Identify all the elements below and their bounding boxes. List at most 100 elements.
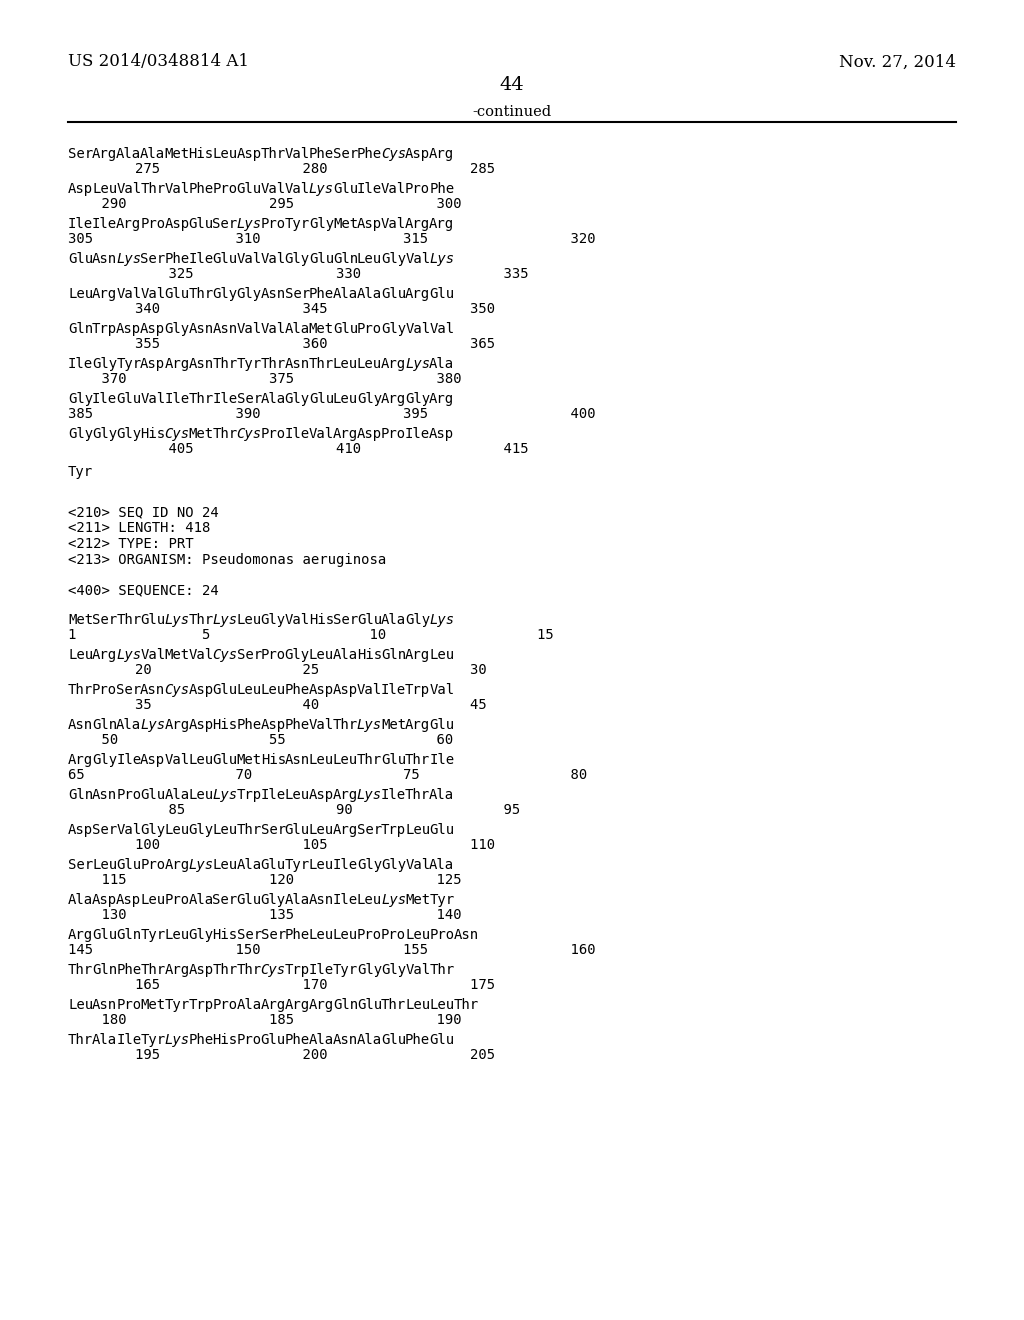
- Text: Ile: Ile: [381, 682, 407, 697]
- Text: Glu: Glu: [92, 928, 117, 942]
- Text: Leu: Leu: [333, 356, 358, 371]
- Text: Glu: Glu: [381, 286, 407, 301]
- Text: Gly: Gly: [381, 322, 407, 337]
- Text: Thr: Thr: [261, 147, 286, 161]
- Text: Leu: Leu: [406, 998, 430, 1012]
- Text: Met: Met: [140, 998, 165, 1012]
- Text: Gly: Gly: [406, 612, 430, 627]
- Text: Leu: Leu: [237, 612, 262, 627]
- Text: Gly: Gly: [140, 822, 165, 837]
- Text: Ala: Ala: [333, 648, 358, 663]
- Text: Arg: Arg: [68, 752, 93, 767]
- Text: Leu: Leu: [261, 682, 286, 697]
- Text: Asn: Asn: [309, 894, 334, 907]
- Text: 65                  70                  75                  80: 65 70 75 80: [68, 768, 587, 781]
- Text: Gly: Gly: [92, 356, 117, 371]
- Text: <211> LENGTH: 418: <211> LENGTH: 418: [68, 521, 210, 535]
- Text: Ala: Ala: [333, 286, 358, 301]
- Text: Thr: Thr: [357, 752, 382, 767]
- Text: Val: Val: [285, 147, 310, 161]
- Text: Glu: Glu: [164, 286, 189, 301]
- Text: Thr: Thr: [309, 356, 334, 371]
- Text: Val: Val: [285, 182, 310, 195]
- Text: Leu: Leu: [212, 822, 238, 837]
- Text: Pro: Pro: [237, 1034, 262, 1047]
- Text: Asp: Asp: [261, 718, 286, 733]
- Text: 405                 410                 415: 405 410 415: [68, 442, 528, 455]
- Text: Arg: Arg: [429, 392, 455, 407]
- Text: Val: Val: [140, 392, 165, 407]
- Text: Leu: Leu: [92, 182, 117, 195]
- Text: Val: Val: [406, 322, 430, 337]
- Text: Ile: Ile: [261, 788, 286, 803]
- Text: His: His: [212, 718, 238, 733]
- Text: Lys: Lys: [357, 788, 382, 803]
- Text: 290                 295                 300: 290 295 300: [68, 197, 462, 211]
- Text: Thr: Thr: [212, 356, 238, 371]
- Text: Val: Val: [381, 182, 407, 195]
- Text: Pro: Pro: [92, 682, 117, 697]
- Text: Gln: Gln: [381, 648, 407, 663]
- Text: Cys: Cys: [261, 964, 286, 977]
- Text: Gly: Gly: [309, 216, 334, 231]
- Text: Ser: Ser: [68, 147, 93, 161]
- Text: Ala: Ala: [309, 1034, 334, 1047]
- Text: Ser: Ser: [261, 928, 286, 942]
- Text: Ala: Ala: [285, 894, 310, 907]
- Text: Lys: Lys: [212, 612, 238, 627]
- Text: Ala: Ala: [164, 788, 189, 803]
- Text: Pro: Pro: [116, 998, 141, 1012]
- Text: Tyr: Tyr: [429, 894, 455, 907]
- Text: Met: Met: [164, 147, 189, 161]
- Text: Arg: Arg: [429, 216, 455, 231]
- Text: Ser: Ser: [285, 286, 310, 301]
- Text: Asp: Asp: [188, 964, 214, 977]
- Text: Leu: Leu: [285, 788, 310, 803]
- Text: Asp: Asp: [140, 356, 165, 371]
- Text: Val: Val: [164, 182, 189, 195]
- Text: Met: Met: [237, 752, 262, 767]
- Text: 180                 185                 190: 180 185 190: [68, 1012, 462, 1027]
- Text: Ser: Ser: [212, 894, 238, 907]
- Text: Gly: Gly: [285, 392, 310, 407]
- Text: Gly: Gly: [92, 752, 117, 767]
- Text: Tyr: Tyr: [237, 356, 262, 371]
- Text: Gly: Gly: [116, 426, 141, 441]
- Text: Asp: Asp: [237, 147, 262, 161]
- Text: Ser: Ser: [261, 822, 286, 837]
- Text: 325                 330                 335: 325 330 335: [68, 267, 528, 281]
- Text: 340                 345                 350: 340 345 350: [68, 302, 496, 315]
- Text: Arg: Arg: [309, 998, 334, 1012]
- Text: 165                 170                 175: 165 170 175: [68, 978, 496, 993]
- Text: Arg: Arg: [333, 426, 358, 441]
- Text: 20                  25                  30: 20 25 30: [68, 663, 486, 677]
- Text: Thr: Thr: [68, 964, 93, 977]
- Text: Trp: Trp: [237, 788, 262, 803]
- Text: Pro: Pro: [212, 998, 238, 1012]
- Text: Gly: Gly: [237, 286, 262, 301]
- Text: Gly: Gly: [212, 286, 238, 301]
- Text: Glu: Glu: [261, 858, 286, 873]
- Text: Cys: Cys: [381, 147, 407, 161]
- Text: Val: Val: [357, 682, 382, 697]
- Text: Arg: Arg: [406, 286, 430, 301]
- Text: 355                 360                 365: 355 360 365: [68, 337, 496, 351]
- Text: Leu: Leu: [309, 752, 334, 767]
- Text: Leu: Leu: [68, 998, 93, 1012]
- Text: Ser: Ser: [237, 928, 262, 942]
- Text: Ser: Ser: [333, 612, 358, 627]
- Text: Thr: Thr: [237, 964, 262, 977]
- Text: Glu: Glu: [188, 216, 214, 231]
- Text: Leu: Leu: [429, 998, 455, 1012]
- Text: Leu: Leu: [188, 752, 214, 767]
- Text: Glu: Glu: [333, 182, 358, 195]
- Text: Arg: Arg: [381, 392, 407, 407]
- Text: Gly: Gly: [188, 822, 214, 837]
- Text: Glu: Glu: [116, 858, 141, 873]
- Text: Asp: Asp: [140, 752, 165, 767]
- Text: Ala: Ala: [237, 858, 262, 873]
- Text: Arg: Arg: [406, 718, 430, 733]
- Text: Glu: Glu: [237, 182, 262, 195]
- Text: Gly: Gly: [285, 648, 310, 663]
- Text: Ser: Ser: [116, 682, 141, 697]
